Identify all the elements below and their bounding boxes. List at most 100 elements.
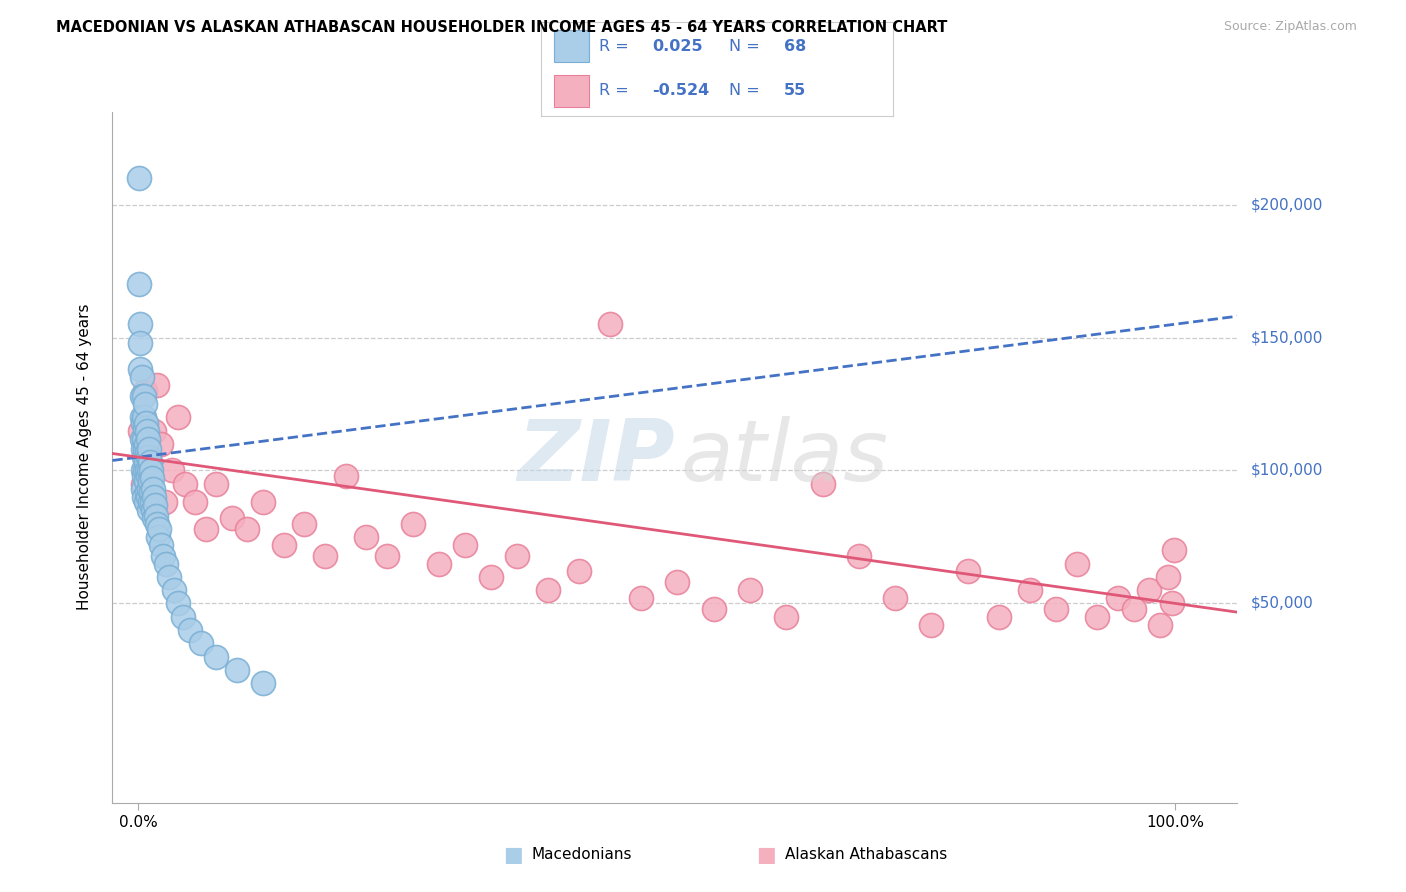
Point (134, 384, 156, 398)
Text: ZIP: ZIP (517, 416, 675, 499)
Point (1045, 601, 1067, 615)
Point (135, 474, 157, 488)
Point (630, 591, 652, 605)
Point (148, 522, 170, 536)
Point (194, 522, 217, 536)
Point (172, 609, 194, 624)
Point (139, 463, 162, 477)
Point (142, 503, 165, 517)
Text: Source: ZipAtlas.com: Source: ZipAtlas.com (1223, 20, 1357, 33)
Point (479, 570, 502, 584)
Point (136, 432, 159, 446)
Point (252, 495, 274, 509)
Point (1157, 570, 1180, 584)
Text: 55: 55 (785, 83, 806, 98)
Point (128, 277, 150, 292)
Point (132, 468, 155, 483)
Point (273, 538, 295, 552)
Point (135, 437, 157, 451)
Point (139, 474, 162, 488)
Text: 0.025: 0.025 (652, 38, 703, 54)
Text: 68: 68 (785, 38, 806, 54)
Point (141, 495, 163, 509)
Point (131, 482, 153, 496)
Point (454, 538, 477, 552)
Point (738, 583, 761, 598)
Point (142, 482, 165, 496)
Point (129, 335, 152, 350)
Text: R =: R = (599, 38, 634, 54)
Text: Macedonians: Macedonians (531, 847, 631, 862)
Point (163, 583, 186, 598)
Bar (554, 75, 589, 107)
Point (131, 442, 153, 457)
Point (138, 482, 160, 496)
Text: ■: ■ (503, 845, 523, 864)
Point (142, 424, 165, 438)
Y-axis label: Householder Income Ages 45 - 64 years: Householder Income Ages 45 - 64 years (77, 304, 91, 610)
Point (537, 583, 560, 598)
Point (134, 442, 156, 457)
Point (1107, 591, 1129, 605)
Text: Alaskan Athabascans: Alaskan Athabascans (785, 847, 946, 862)
Point (134, 397, 156, 411)
Point (174, 476, 197, 491)
Point (129, 317, 152, 331)
Point (131, 476, 153, 491)
Point (205, 649, 228, 664)
Point (129, 362, 152, 376)
Point (132, 389, 155, 403)
Point (155, 557, 177, 571)
Point (666, 575, 689, 590)
Point (142, 490, 165, 504)
Point (139, 495, 162, 509)
Point (252, 676, 274, 690)
Point (205, 476, 228, 491)
Point (142, 511, 165, 525)
Point (135, 416, 157, 430)
Point (135, 484, 157, 499)
Point (135, 495, 157, 509)
Point (135, 463, 157, 477)
Point (146, 378, 169, 392)
Point (375, 549, 398, 563)
Point (135, 495, 157, 509)
Point (143, 498, 166, 512)
Text: $100,000: $100,000 (1251, 463, 1323, 478)
Point (138, 442, 160, 457)
Point (703, 601, 725, 615)
Text: R =: R = (599, 83, 634, 98)
Point (166, 596, 188, 610)
Bar (554, 29, 589, 62)
Point (136, 490, 159, 504)
Point (1066, 557, 1088, 571)
Text: atlas: atlas (681, 416, 889, 499)
Point (131, 416, 153, 430)
Point (236, 522, 259, 536)
Point (160, 463, 183, 477)
Point (136, 468, 159, 483)
Point (138, 463, 160, 477)
Point (506, 549, 529, 563)
Point (150, 538, 173, 552)
Point (131, 370, 153, 384)
Point (179, 623, 201, 637)
Point (292, 516, 315, 531)
Point (129, 424, 152, 438)
Point (1149, 617, 1171, 632)
Text: $50,000: $50,000 (1251, 596, 1315, 611)
Point (131, 410, 153, 425)
Point (135, 455, 157, 469)
Point (1137, 583, 1160, 598)
Point (139, 455, 162, 469)
Point (811, 476, 834, 491)
Text: $150,000: $150,000 (1251, 330, 1323, 345)
Point (146, 530, 169, 544)
Point (150, 437, 173, 451)
Point (152, 549, 174, 563)
Point (987, 609, 1010, 624)
Point (599, 317, 621, 331)
Point (136, 450, 159, 465)
Point (139, 484, 162, 499)
Point (221, 511, 243, 525)
